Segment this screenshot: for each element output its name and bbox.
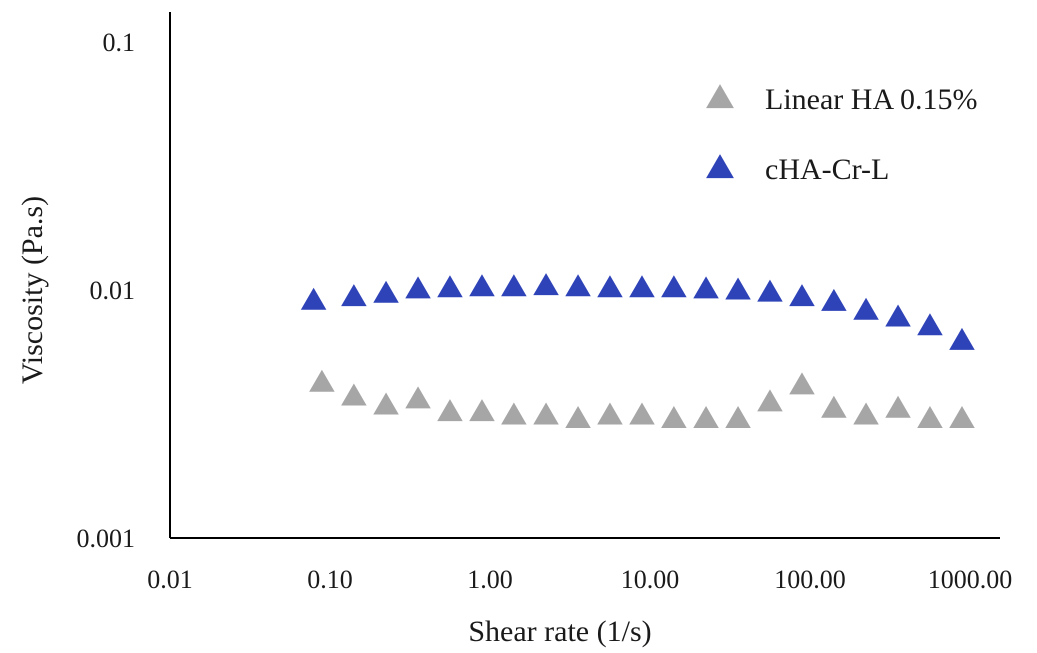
- x-tick-labels: 0.01 0.10 1.00 10.00 100.00 1000.00: [147, 565, 1012, 594]
- y-tick-label: 0.01: [90, 276, 136, 305]
- series-1: [300, 273, 975, 350]
- data-point: [853, 402, 879, 425]
- data-point: [565, 406, 591, 429]
- legend-marker: [706, 154, 734, 179]
- data-point: [597, 402, 623, 425]
- data-point: [469, 399, 495, 422]
- data-point: [629, 275, 655, 298]
- x-tick-label: 10.00: [621, 565, 680, 594]
- x-tick-label: 1.00: [467, 565, 513, 594]
- data-point: [821, 395, 847, 418]
- data-point: [757, 389, 783, 412]
- data-point: [885, 395, 911, 418]
- data-point: [437, 275, 463, 298]
- y-tick-labels: 0.001 0.01 0.1: [77, 28, 136, 553]
- data-point: [821, 288, 847, 311]
- data-point: [885, 304, 911, 327]
- data-point: [661, 275, 687, 298]
- x-tick-label: 0.01: [147, 565, 193, 594]
- x-tick-label: 0.10: [307, 565, 353, 594]
- data-point: [693, 406, 719, 429]
- data-point: [853, 297, 879, 320]
- data-point: [693, 276, 719, 299]
- legend-label: cHA-Cr-L: [765, 153, 889, 186]
- legend: Linear HA 0.15% cHA-Cr-L: [706, 83, 977, 186]
- y-axis-title: Viscosity (Pa.s): [16, 196, 49, 384]
- data-point: [661, 406, 687, 429]
- legend-item: Linear HA 0.15%: [706, 83, 977, 116]
- data-point: [437, 399, 463, 422]
- data-point: [917, 406, 943, 429]
- axes: [169, 12, 1000, 539]
- legend-item: cHA-Cr-L: [706, 153, 889, 186]
- data-point: [725, 277, 751, 300]
- legend-marker: [706, 84, 734, 109]
- data-point: [501, 402, 527, 425]
- data-point: [725, 406, 751, 429]
- series-0: [309, 369, 975, 429]
- x-axis-title: Shear rate (1/s): [468, 615, 651, 648]
- legend-label: Linear HA 0.15%: [765, 83, 977, 116]
- data-point: [597, 275, 623, 298]
- x-tick-label: 1000.00: [928, 565, 1013, 594]
- y-tick-label: 0.1: [103, 28, 136, 57]
- data-point: [533, 402, 559, 425]
- data-point: [309, 369, 335, 392]
- data-point: [757, 279, 783, 302]
- data-point: [565, 274, 591, 297]
- data-point: [949, 327, 975, 350]
- data-point: [469, 274, 495, 297]
- data-point: [373, 280, 399, 303]
- x-tick-label: 100.00: [774, 565, 846, 594]
- data-point: [629, 402, 655, 425]
- data-point: [949, 406, 975, 429]
- data-point: [405, 276, 431, 299]
- data-points: [300, 273, 975, 429]
- data-point: [789, 372, 815, 395]
- data-point: [341, 284, 367, 307]
- data-point: [533, 273, 559, 296]
- y-tick-label: 0.001: [77, 524, 136, 553]
- data-point: [300, 287, 327, 310]
- data-point: [341, 383, 367, 406]
- data-point: [917, 313, 943, 336]
- data-point: [501, 274, 527, 297]
- data-point: [405, 386, 431, 409]
- data-point: [373, 392, 399, 415]
- data-point: [789, 284, 815, 307]
